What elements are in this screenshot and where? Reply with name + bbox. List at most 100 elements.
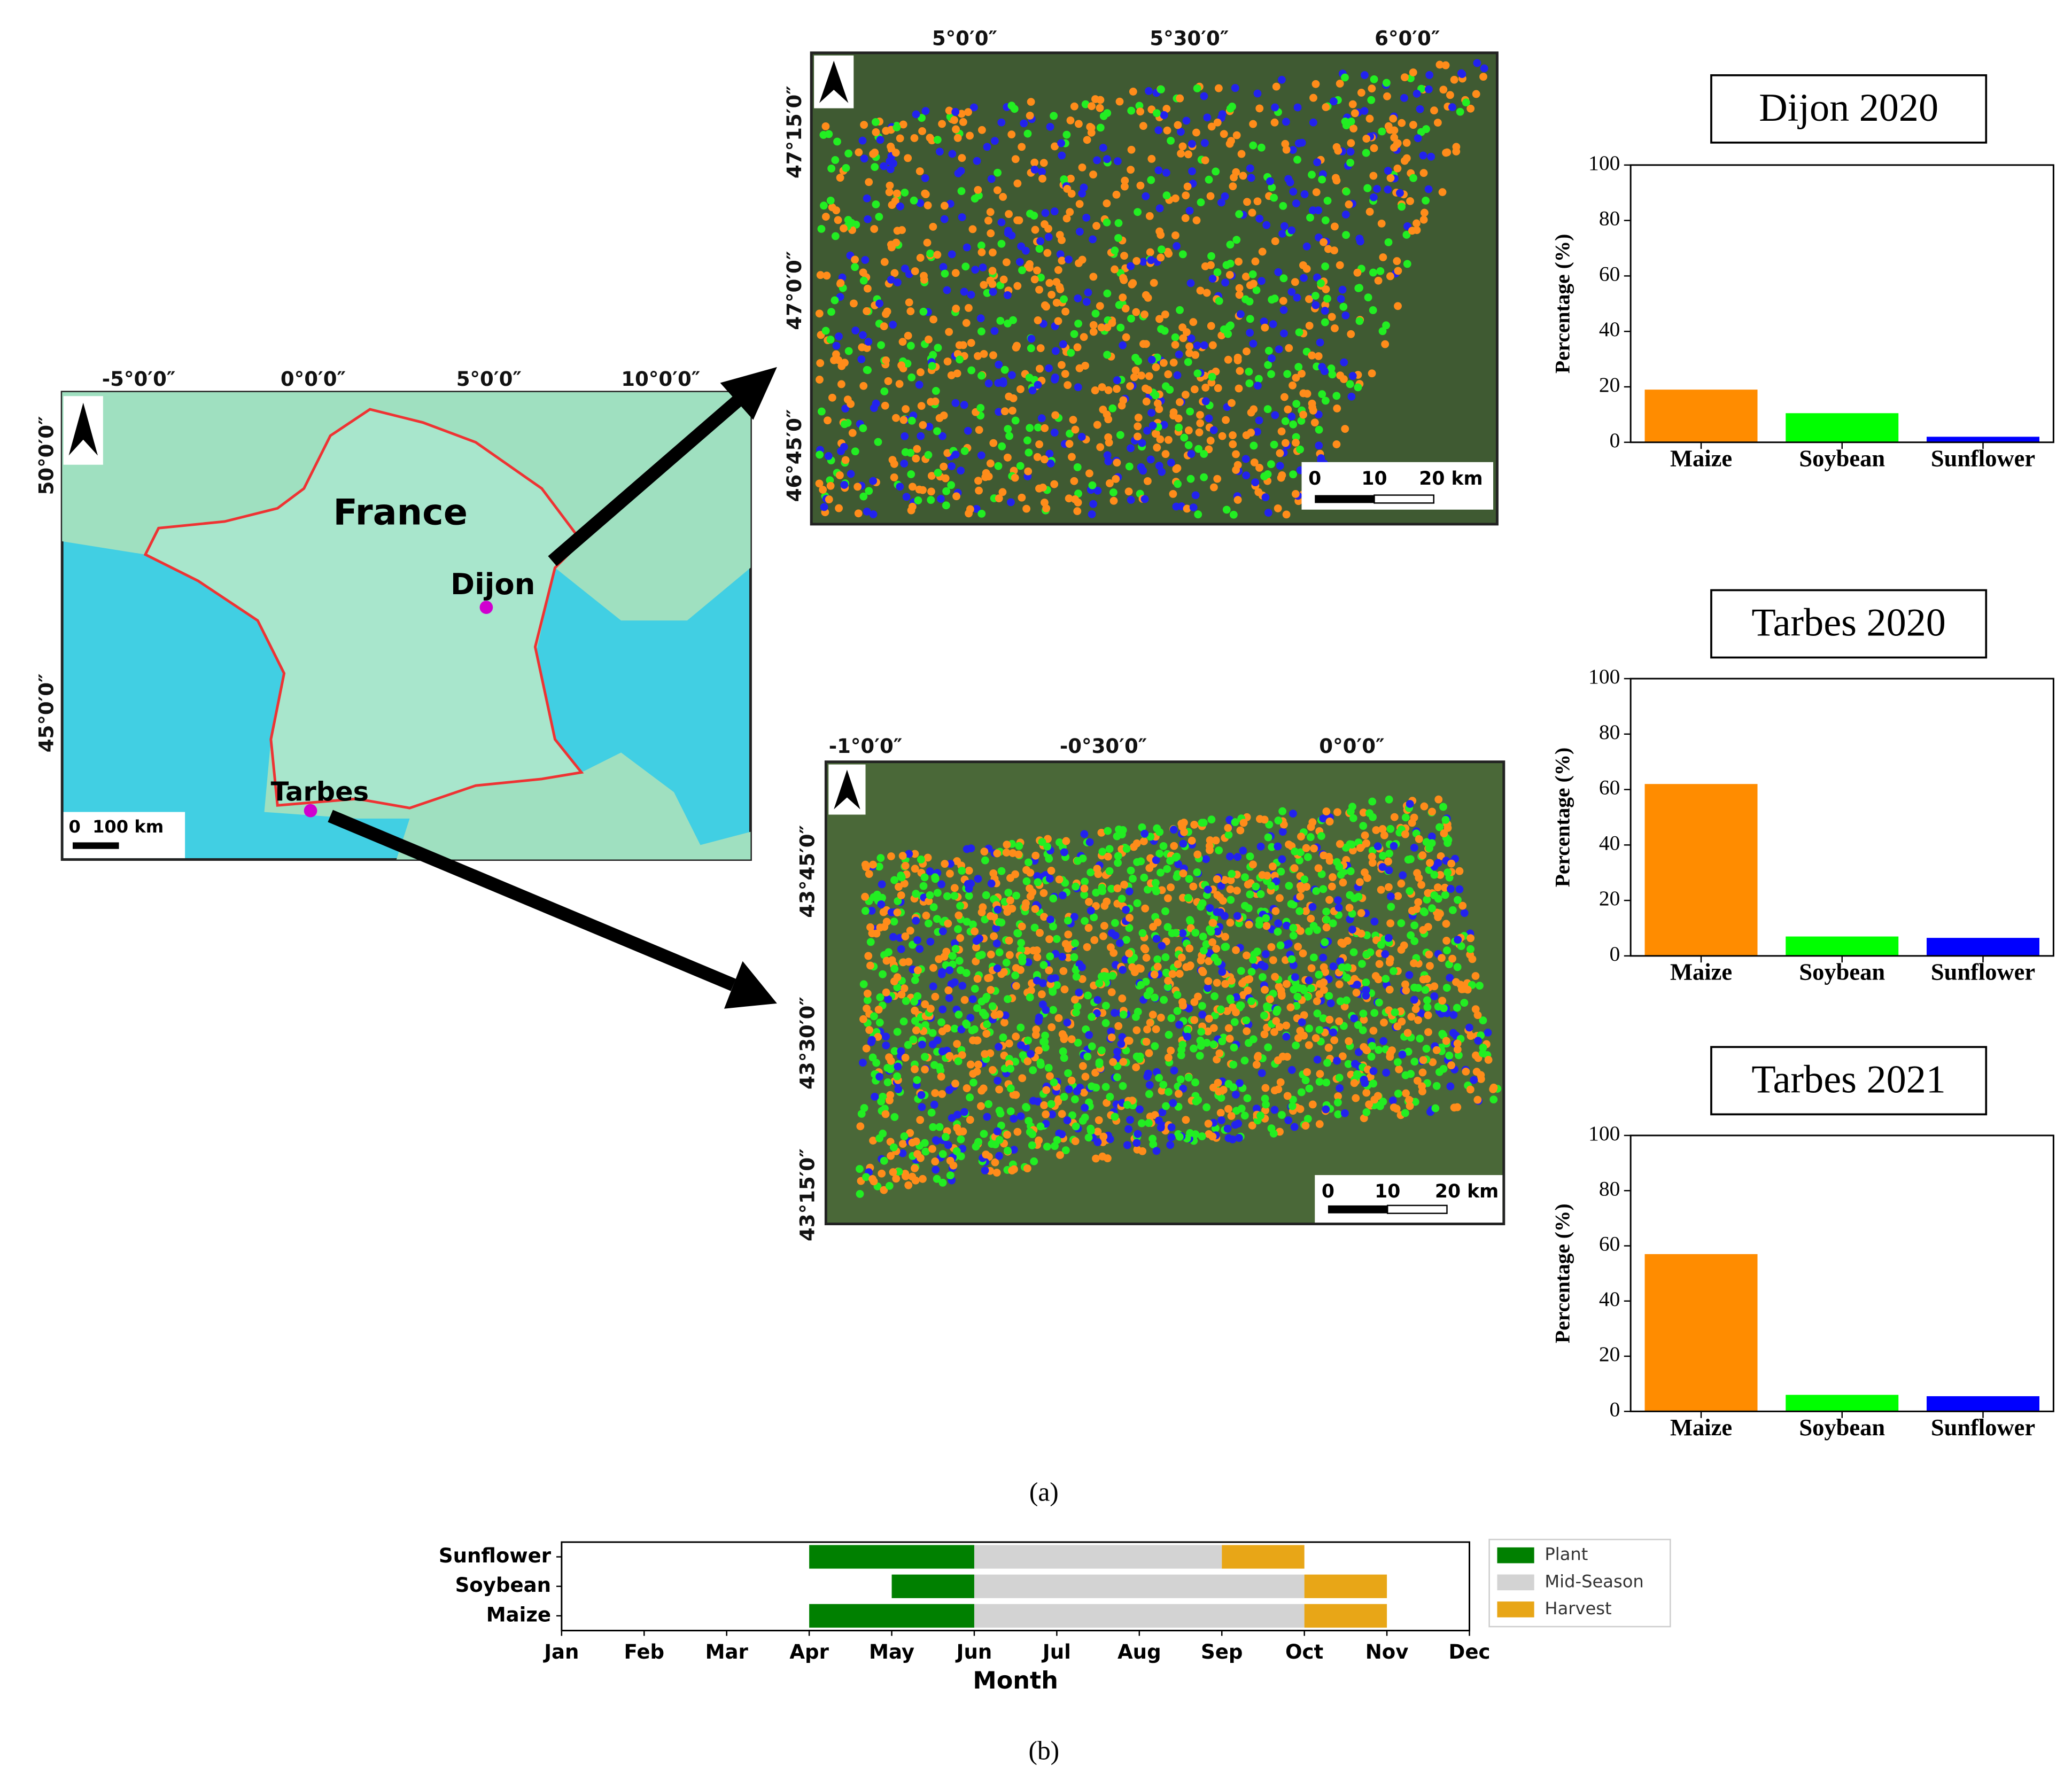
crop-pixel	[1323, 197, 1332, 205]
crop-pixel	[1018, 266, 1026, 275]
crop-pixel	[1149, 923, 1157, 931]
crop-pixel	[1416, 105, 1424, 113]
crop-pixel	[1113, 1047, 1121, 1056]
crop-pixel	[1155, 849, 1164, 858]
crop-pixel	[1465, 1023, 1473, 1032]
crop-pixel	[1336, 80, 1344, 88]
crop-pixel	[1215, 1049, 1224, 1057]
crop-pixel	[995, 948, 1004, 956]
crop-pixel	[1410, 937, 1419, 945]
crop-pixel	[1008, 371, 1016, 379]
crop-pixel	[895, 1168, 903, 1176]
crop-pixel	[1058, 953, 1067, 961]
crop-pixel	[921, 1147, 930, 1156]
crop-pixel	[1013, 282, 1022, 290]
crop-pixel	[1384, 934, 1393, 942]
crop-pixel	[1039, 979, 1047, 987]
crop-pixel	[941, 1133, 950, 1141]
crop-pixel	[1262, 221, 1271, 229]
crop-pixel	[1298, 138, 1306, 147]
crop-pixel	[945, 106, 953, 115]
x-tick-label: Sunflower	[1931, 445, 2035, 472]
crop-pixel	[1307, 984, 1315, 993]
crop-pixel	[1226, 240, 1235, 249]
crop-pixel	[1406, 1102, 1414, 1110]
crop-pixel	[1434, 795, 1443, 804]
crop-pixel	[1317, 832, 1325, 840]
crop-pixel	[1319, 1014, 1328, 1023]
crop-pixel	[1269, 1130, 1278, 1138]
crop-pixel	[1294, 363, 1303, 371]
crop-pixel	[875, 862, 883, 871]
crop-pixel	[1096, 302, 1104, 310]
crop-pixel	[1429, 1058, 1437, 1067]
crop-pixel	[916, 254, 925, 262]
crop-pixel	[1268, 843, 1276, 851]
crop-pixel	[1379, 1037, 1388, 1045]
crop-pixel	[1050, 1078, 1058, 1087]
crop-pixel	[848, 429, 857, 437]
crop-pixel	[985, 974, 994, 982]
crop-pixel	[1249, 860, 1257, 869]
crop-pixel	[1281, 439, 1290, 447]
crop-pixel	[1430, 992, 1439, 1000]
crop-pixel	[1458, 70, 1466, 79]
crop-pixel	[1433, 883, 1442, 892]
crop-pixel	[1224, 1079, 1233, 1088]
x-coord-label: -0°30′0″	[1060, 735, 1147, 758]
crop-pixel	[1075, 259, 1083, 267]
crop-pixel	[1093, 421, 1101, 429]
crop-pixel	[1093, 865, 1101, 873]
crop-pixel	[1078, 854, 1087, 862]
crop-pixel	[1466, 1085, 1475, 1094]
crop-pixel	[1323, 1059, 1331, 1067]
crop-pixel	[1001, 1011, 1010, 1020]
y-tick-label: Maize	[486, 1603, 551, 1626]
crop-pixel	[1182, 116, 1191, 125]
crop-pixel	[1224, 824, 1232, 832]
crop-pixel	[1439, 85, 1448, 94]
crop-pixel	[1073, 1087, 1081, 1095]
crop-pixel	[1133, 899, 1142, 907]
crop-pixel	[1073, 343, 1082, 352]
crop-pixel	[1137, 1119, 1146, 1127]
crop-pixel	[975, 934, 983, 943]
scale-bar	[1328, 1205, 1388, 1214]
crop-pixel	[1074, 294, 1082, 302]
crop-pixel	[1135, 1055, 1144, 1063]
crop-pixel	[1105, 867, 1114, 875]
crop-pixel	[1315, 425, 1323, 434]
crop-pixel	[1369, 306, 1377, 314]
crop-pixel	[1202, 855, 1210, 864]
crop-pixel	[1020, 119, 1028, 128]
crop-pixel	[1183, 182, 1192, 191]
crop-pixel	[1410, 921, 1419, 930]
crop-pixel	[1247, 429, 1255, 437]
crop-pixel	[1089, 328, 1098, 336]
crop-pixel	[1277, 75, 1286, 84]
crop-pixel	[1266, 995, 1274, 1004]
crop-pixel	[1235, 384, 1243, 393]
crop-pixel	[1033, 266, 1041, 275]
crop-pixel	[880, 1157, 888, 1165]
x-coord-label: -5°0′0″	[102, 368, 176, 391]
crop-pixel	[1309, 94, 1317, 102]
crop-pixel	[1049, 894, 1058, 903]
crop-pixel	[1128, 280, 1136, 289]
crop-pixel	[1356, 878, 1364, 886]
crop-pixel	[886, 181, 894, 190]
crop-pixel	[1173, 852, 1181, 861]
crop-pixel	[1125, 887, 1134, 896]
crop-pixel	[1178, 250, 1187, 259]
crop-pixel	[926, 134, 934, 142]
crop-pixel	[1336, 371, 1345, 380]
crop-pixel	[1108, 318, 1116, 327]
crop-pixel	[844, 149, 853, 158]
crop-pixel	[1246, 890, 1254, 899]
crop-pixel	[1204, 977, 1213, 985]
crop-pixel	[960, 447, 969, 455]
crop-pixel	[1107, 1033, 1116, 1041]
crop-pixel	[1158, 1108, 1167, 1117]
crop-pixel	[1384, 167, 1392, 175]
crop-pixel	[890, 917, 898, 926]
